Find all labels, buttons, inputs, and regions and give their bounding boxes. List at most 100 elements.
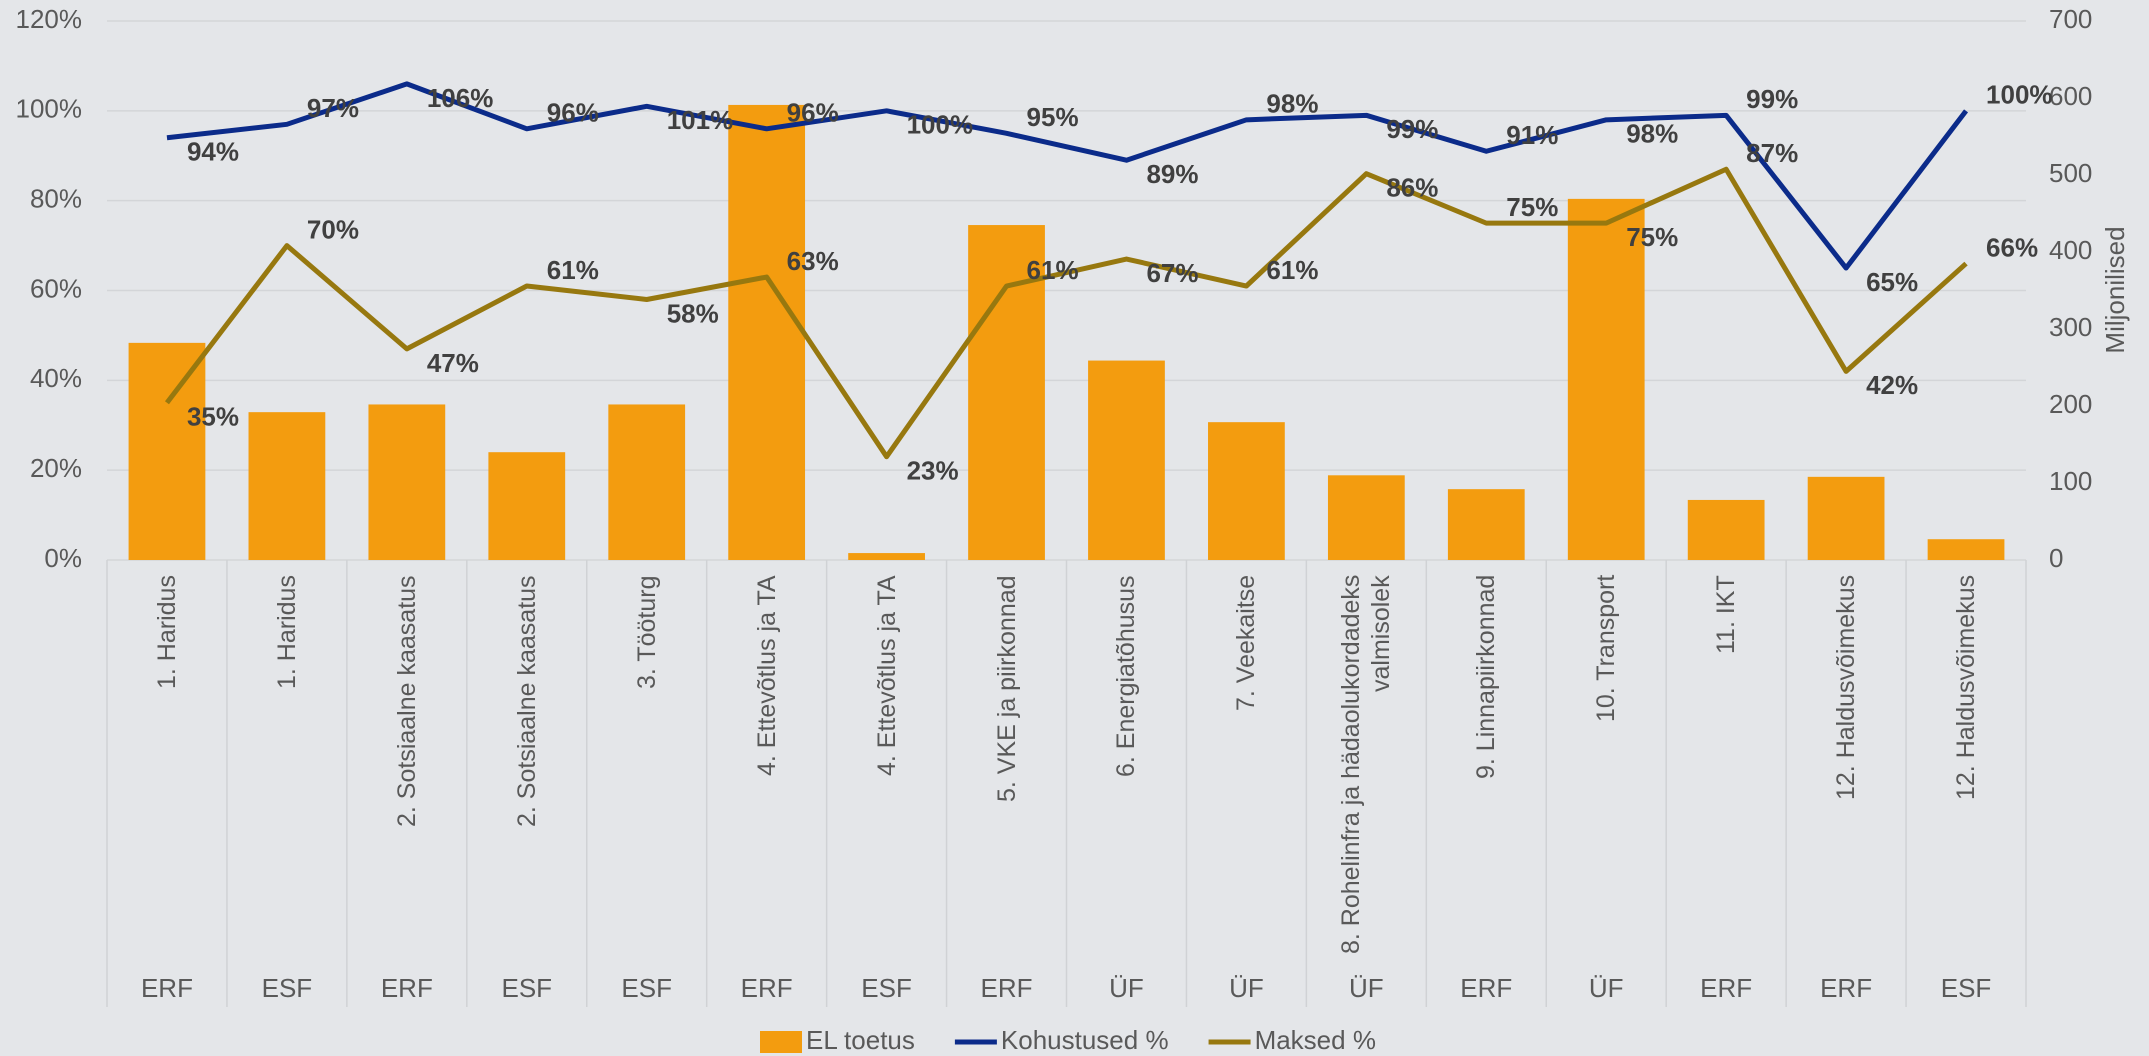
bar: [728, 104, 806, 561]
fund-label: ÜF: [1229, 973, 1264, 1003]
x-tick-label: 1. Haridus: [152, 575, 181, 689]
data-label: 70%: [307, 214, 359, 244]
fund-label: ERF: [381, 973, 433, 1003]
y-tick-label: 60%: [30, 273, 82, 303]
y2-tick-label: 600: [2049, 81, 2092, 111]
x-tick-label: 2. Sotsiaalne kaasatus: [392, 575, 421, 827]
data-label: 35%: [187, 402, 239, 432]
data-label: 95%: [1027, 102, 1079, 132]
bar: [1447, 489, 1525, 560]
data-label: 42%: [1866, 370, 1918, 400]
data-label: 96%: [547, 98, 599, 128]
category-label-box: 4. Ettevõtlus ja TA: [827, 575, 947, 960]
data-label: 66%: [1986, 232, 2038, 262]
bar: [1208, 422, 1285, 560]
x-tick-label: 4. Ettevõtlus ja TA: [752, 575, 781, 776]
data-label: 47%: [427, 348, 479, 378]
fund-label: ESF: [861, 973, 912, 1003]
category-label-box: 1. Haridus: [227, 575, 347, 960]
x-tick-label: 6. Energiatõhusus: [1112, 575, 1141, 777]
category-label-box: 3. Tööturg: [587, 575, 707, 960]
bar: [248, 412, 326, 560]
fund-label: ERF: [981, 973, 1033, 1003]
bar: [1687, 499, 1765, 560]
category-label-box: 6. Energiatõhusus: [1067, 575, 1187, 960]
data-label: 67%: [1146, 258, 1198, 288]
fund-label: ÜF: [1589, 973, 1624, 1003]
legend-label: Maksed %: [1255, 1025, 1376, 1055]
y-tick-label: 120%: [16, 4, 83, 34]
data-label: 87%: [1746, 138, 1798, 168]
fund-label: ESF: [621, 973, 672, 1003]
bar: [608, 404, 686, 560]
x-tick-label: 8. Rohelinfra ja hädaolukordadeks valmis…: [1337, 575, 1396, 955]
bar: [1088, 360, 1165, 560]
data-label: 96%: [787, 98, 839, 128]
legend-label: Kohustused %: [1001, 1025, 1169, 1055]
data-label: 23%: [907, 456, 959, 486]
y2-axis-title: Miljonilised: [2100, 226, 2130, 353]
data-label: 100%: [1986, 80, 2053, 110]
x-tick-label: 4. Ettevõtlus ja TA: [872, 575, 901, 776]
x-tick-label: 3. Tööturg: [632, 575, 661, 689]
data-label: 65%: [1866, 267, 1918, 297]
category-label-box: 5. VKE ja piirkonnad: [947, 575, 1067, 960]
y2-tick-label: 200: [2049, 389, 2092, 419]
data-label: 94%: [187, 137, 239, 167]
y2-tick-label: 300: [2049, 312, 2092, 342]
category-label-box: 2. Sotsiaalne kaasatus: [467, 575, 587, 960]
x-tick-label: 1. Haridus: [272, 575, 301, 689]
data-label: 100%: [907, 110, 974, 140]
bar: [1807, 476, 1885, 560]
x-tick-label: 12. Haldusvõimekus: [1832, 575, 1861, 801]
category-label-box: 12. Haldusvõimekus: [1906, 575, 2026, 960]
bar: [1567, 198, 1645, 560]
bar: [848, 553, 925, 560]
legend-label: EL toetus: [806, 1025, 915, 1055]
data-label: 75%: [1506, 192, 1558, 222]
bar: [368, 404, 446, 560]
data-label: 106%: [427, 83, 494, 113]
data-label: 75%: [1626, 222, 1678, 252]
data-label: 58%: [667, 298, 719, 328]
data-label: 99%: [1746, 84, 1798, 114]
data-label: 99%: [1386, 114, 1438, 144]
y2-tick-label: 100: [2049, 466, 2092, 496]
fund-label: ÜF: [1349, 973, 1384, 1003]
y2-tick-label: 0: [2049, 543, 2063, 573]
bar: [128, 342, 206, 560]
data-label: 101%: [667, 105, 734, 135]
data-label: 61%: [547, 255, 599, 285]
bar: [488, 452, 566, 560]
data-label: 98%: [1626, 119, 1678, 149]
x-tick-label: 9. Linnapiirkonnad: [1472, 575, 1501, 780]
fund-label: ESF: [262, 973, 313, 1003]
category-label-box: 10. Transport: [1546, 575, 1666, 960]
legend-swatch: [760, 1031, 802, 1053]
y-tick-label: 40%: [30, 363, 82, 393]
x-tick-label: 12. Haldusvõimekus: [1952, 575, 1981, 801]
data-label: 91%: [1506, 120, 1558, 150]
category-label-box: 4. Ettevõtlus ja TA: [707, 575, 827, 960]
x-tick-label: 7. Veekaitse: [1232, 575, 1261, 712]
data-label: 89%: [1146, 159, 1198, 189]
fund-label: ERF: [1700, 973, 1752, 1003]
x-tick-label: 5. VKE ja piirkonnad: [992, 575, 1021, 802]
category-label-box: 2. Sotsiaalne kaasatus: [347, 575, 467, 960]
x-tick-label: 2. Sotsiaalne kaasatus: [512, 575, 541, 827]
y-tick-label: 100%: [16, 94, 83, 124]
y-tick-label: 80%: [30, 184, 82, 214]
x-tick-label: 11. IKT: [1712, 575, 1741, 654]
bar: [1327, 475, 1405, 560]
fund-label: ESF: [501, 973, 552, 1003]
line: [164, 166, 1968, 460]
bar: [1927, 539, 2005, 560]
data-label: 63%: [787, 246, 839, 276]
y2-tick-label: 700: [2049, 4, 2092, 34]
y-tick-label: 20%: [30, 453, 82, 483]
x-tick-label: 10. Transport: [1592, 575, 1621, 723]
data-label: 98%: [1266, 89, 1318, 119]
fund-label: ERF: [141, 973, 193, 1003]
